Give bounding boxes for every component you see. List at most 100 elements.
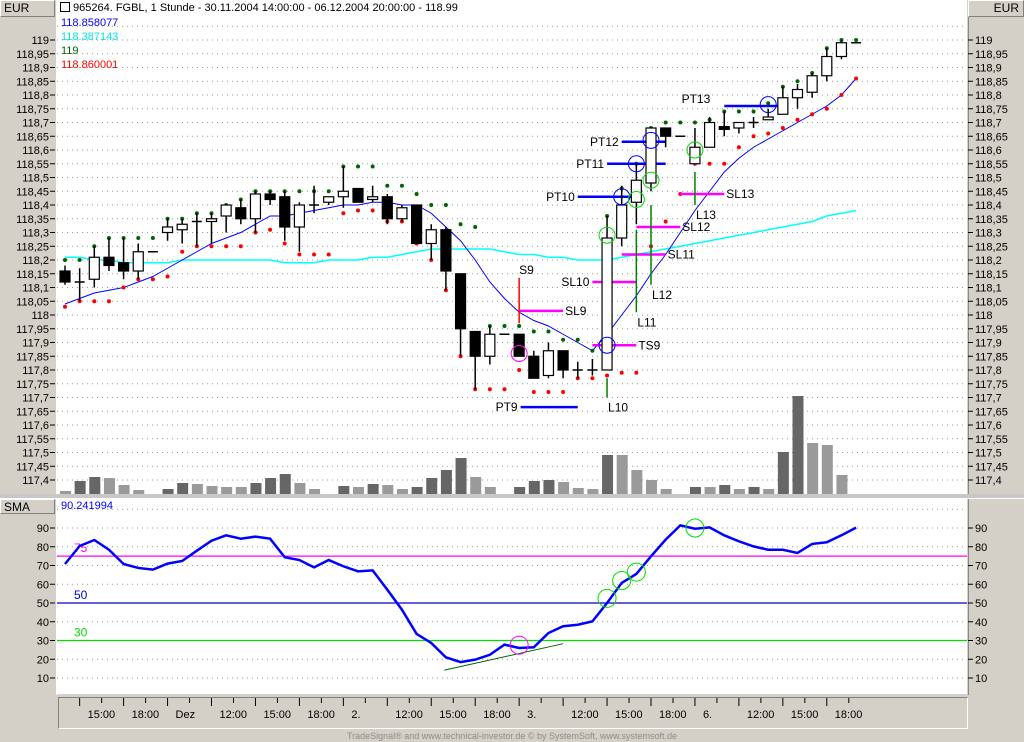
lower-stop-dot [150, 277, 155, 282]
sma-level-label: 50 [74, 588, 88, 602]
upper-stop-dot [854, 38, 859, 42]
candle-bullish [616, 204, 628, 239]
candle-bullish [601, 237, 613, 371]
signal-level-label: SL9 [565, 304, 587, 318]
volume-bar [558, 482, 570, 494]
candle-bullish [176, 223, 188, 231]
volume-bar [631, 470, 643, 494]
price-tick-label-right: 117,4 [975, 475, 1002, 487]
volume-bar [660, 489, 672, 494]
volume-bar [191, 484, 203, 494]
candle-bullish [132, 251, 144, 272]
price-tick-label-right: 118,9 [975, 63, 1002, 75]
candle-bullish [205, 218, 218, 223]
candle-bearish [411, 204, 423, 245]
sma-tick-label-left: 30 [37, 636, 49, 648]
price-tick-label-left: 118,85 [16, 76, 49, 88]
lower-stop-dot [165, 274, 170, 279]
price-tick-label-left: 118 [31, 310, 49, 322]
volume-bar [250, 483, 262, 494]
upper-stop-dot [370, 164, 375, 169]
price-tick-label-right: 118,25 [975, 241, 1008, 253]
sma-level-label: 30 [74, 626, 88, 640]
volume-bar [177, 483, 189, 494]
sma-signal-circle [626, 562, 646, 582]
price-tick-label-left: 117,4 [22, 475, 49, 487]
upper-stop-dot [546, 329, 551, 334]
candle-bullish [323, 196, 335, 203]
lower-stop-dot [297, 252, 302, 257]
price-tick-label-right: 118,75 [975, 104, 1008, 116]
candle-bullish [337, 190, 349, 198]
price-tick-label-right: 117,55 [975, 434, 1008, 446]
price-tick-label-right: 118,55 [975, 159, 1008, 171]
candle-bearish [235, 207, 247, 220]
price-tick-label-right: 118,6 [975, 145, 1002, 157]
panel-divider[interactable] [0, 494, 1024, 499]
signal-level-label: PT9 [496, 400, 518, 414]
volume-bar [103, 478, 115, 494]
price-tick-label-right: 118,95 [975, 49, 1008, 61]
price-tick-label-right: 118,8 [975, 90, 1002, 102]
lower-stop-dot [619, 370, 624, 375]
sma-tick-label-right: 70 [975, 561, 987, 573]
upper-stop-dot [663, 120, 668, 125]
lower-stop-dot [810, 112, 815, 117]
candle-bullish [161, 226, 174, 234]
candle-bearish [381, 196, 393, 220]
price-tick-label-right: 118,2 [975, 255, 1002, 267]
time-tick-label: 12:00 [220, 709, 248, 721]
volume-bar [748, 487, 760, 494]
upper-stop-dot [63, 258, 67, 262]
price-tick-label-left: 117,75 [16, 379, 49, 391]
signal-circle [598, 226, 616, 244]
candle-bullish [791, 88, 804, 99]
volume-bar [689, 487, 701, 494]
candle-bearish [660, 127, 672, 137]
time-tick-label: 6. [703, 709, 712, 721]
price-tick-label-right: 118,4 [975, 200, 1002, 212]
volume-bar [396, 489, 408, 494]
price-tick-label-left: 117,65 [16, 406, 49, 418]
price-tick-label-right: 118,05 [975, 296, 1008, 308]
lower-stop-dot [824, 106, 829, 111]
volume-bar [118, 485, 130, 494]
candle-bullish [396, 207, 408, 220]
cyan-moving-average-line [65, 209, 857, 264]
signal-circle [627, 191, 645, 208]
candle-bearish [557, 350, 569, 371]
price-tick-label-right: 119 [975, 35, 993, 47]
lower-stop-dot [92, 299, 97, 304]
price-tick-label-left: 118,1 [22, 283, 49, 295]
volume-bar [411, 487, 423, 494]
signal-circle [613, 188, 631, 206]
price-tick-label-right: 117,65 [975, 406, 1008, 418]
volume-bar [704, 487, 716, 494]
sma-plot-area[interactable] [57, 499, 967, 694]
sma-tick-label-left: 90 [37, 523, 49, 535]
sma-tick-label-left: 50 [37, 598, 49, 610]
upper-stop-dot [136, 236, 141, 240]
sma-tick-label-right: 40 [975, 617, 987, 629]
volume-bar [440, 470, 452, 494]
chart-title: 965264. FGBL, 1 Stunde - 30.11.2004 14:0… [73, 2, 458, 14]
price-tick-label-left: 118,75 [16, 104, 49, 116]
volume-bar [89, 477, 101, 494]
signal-marker-label: L10 [608, 401, 628, 415]
lower-stop-dot [356, 208, 360, 213]
lower-stop-dot [795, 117, 800, 122]
signal-circle [598, 336, 616, 354]
right-price-axis [968, 0, 1024, 496]
candle-bearish [528, 355, 540, 379]
signal-circle [627, 155, 645, 173]
price-tick-label-left: 117,95 [16, 324, 49, 336]
sma-line [64, 524, 857, 664]
lower-stop-dot [546, 390, 551, 394]
volume-bar [353, 487, 364, 494]
signal-marker-label: L13 [696, 208, 716, 222]
volume-bar [426, 478, 438, 494]
signal-marker-label: L12 [652, 288, 672, 302]
blue-moving-average-line [64, 78, 857, 352]
candle-bearish [279, 196, 291, 228]
sma-left-axis [0, 499, 57, 695]
